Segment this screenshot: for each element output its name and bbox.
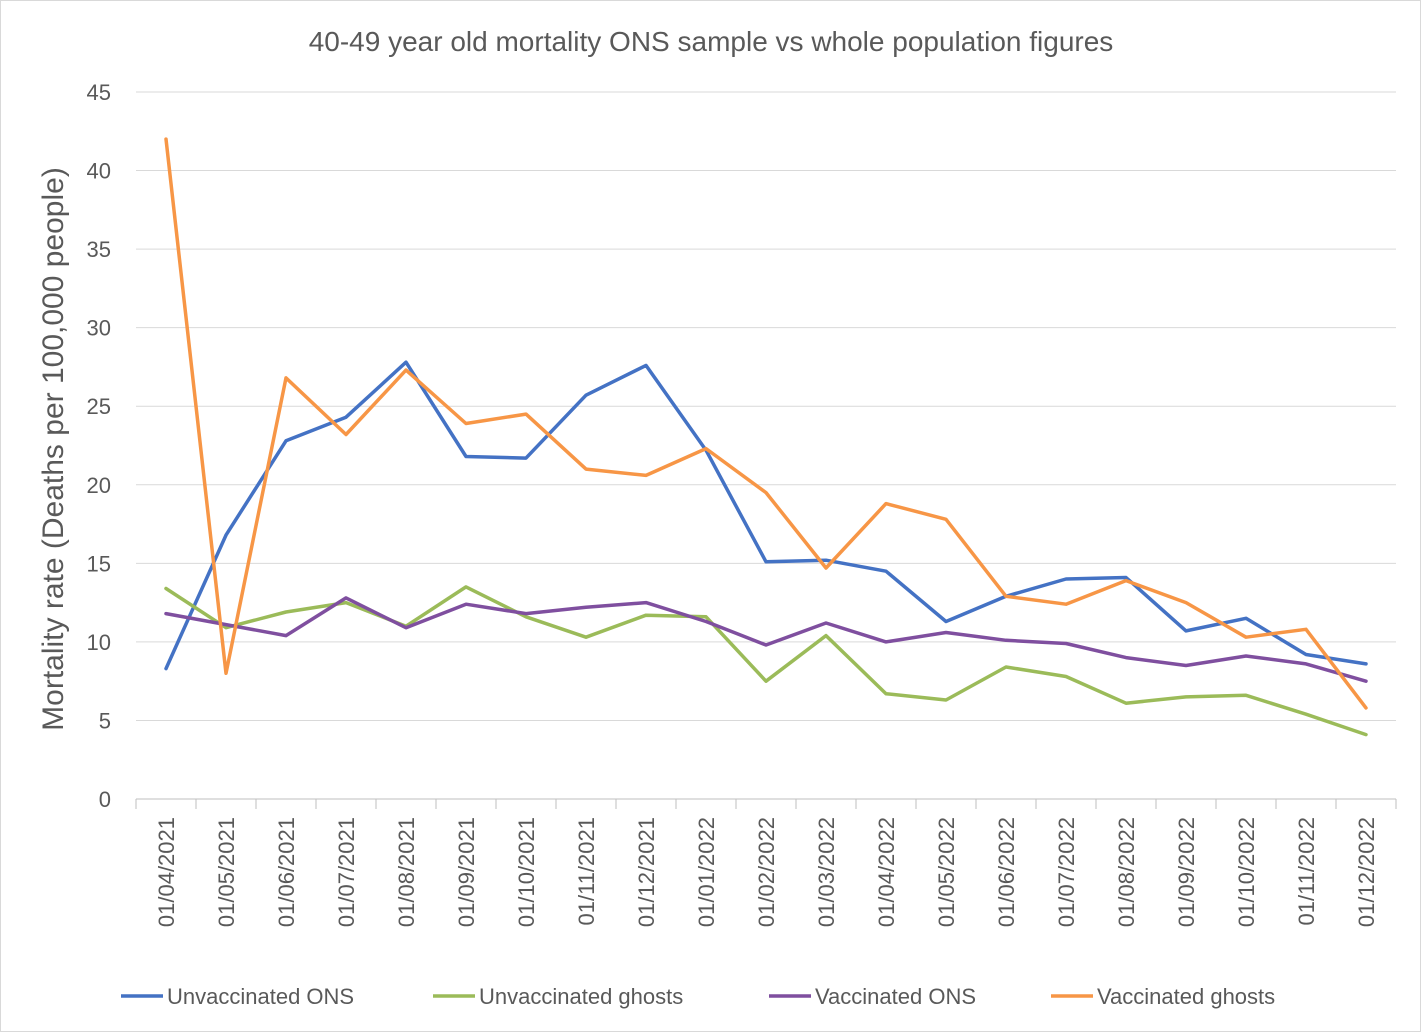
y-axis-label: Mortality rate (Deaths per 100,000 peopl… bbox=[37, 167, 70, 731]
series-line-vaccinated-ghosts bbox=[164, 137, 1368, 710]
y-tick-label: 30 bbox=[87, 316, 111, 341]
y-tick-label: 45 bbox=[87, 80, 111, 105]
x-tick-label: 01/08/2021 bbox=[394, 817, 419, 927]
x-tick-label: 01/11/2022 bbox=[1294, 817, 1319, 925]
legend-label-vaccinated-ons: Vaccinated ONS bbox=[815, 984, 976, 1009]
x-tick-label: 01/11/2021 bbox=[574, 817, 599, 925]
y-tick-label: 20 bbox=[87, 473, 111, 498]
y-axis-ticks: 0 5 10 15 20 25 30 35 40 45 bbox=[87, 80, 111, 812]
y-tick-label: 0 bbox=[99, 787, 111, 812]
series-lines bbox=[164, 137, 1368, 737]
x-tick-label: 01/12/2021 bbox=[634, 817, 659, 927]
x-tick-label: 01/09/2021 bbox=[454, 817, 479, 927]
x-tick-label: 01/10/2021 bbox=[514, 817, 539, 927]
x-tick-label: 01/06/2022 bbox=[994, 817, 1019, 927]
series-line-vaccinated-ons bbox=[164, 596, 1368, 683]
legend-label-unvaccinated-ons: Unvaccinated ONS bbox=[167, 984, 354, 1009]
x-tick-label: 01/12/2022 bbox=[1354, 817, 1379, 927]
y-tick-label: 40 bbox=[87, 159, 111, 184]
x-tick-label: 01/05/2022 bbox=[934, 817, 959, 927]
series-line-unvaccinated-ons bbox=[164, 360, 1368, 671]
y-tick-label: 10 bbox=[87, 630, 111, 655]
legend: Unvaccinated ONS Unvaccinated ghosts Vacci… bbox=[121, 984, 1275, 1009]
x-tick-label: 01/04/2022 bbox=[874, 817, 899, 927]
x-tick-label: 01/01/2022 bbox=[694, 817, 719, 927]
x-tick-label: 01/09/2022 bbox=[1174, 817, 1199, 927]
gridlines bbox=[136, 91, 1396, 721]
x-axis bbox=[135, 798, 1397, 809]
x-tick-label: 01/07/2021 bbox=[334, 817, 359, 927]
x-tick-label: 01/10/2022 bbox=[1234, 817, 1259, 927]
y-tick-label: 15 bbox=[87, 551, 111, 576]
y-tick-label: 35 bbox=[87, 237, 111, 262]
x-tick-label: 01/07/2022 bbox=[1054, 817, 1079, 927]
x-tick-label: 01/03/2022 bbox=[814, 817, 839, 927]
y-tick-label: 25 bbox=[87, 394, 111, 419]
chart-title: 40-49 year old mortality ONS sample vs w… bbox=[309, 26, 1114, 57]
x-tick-label: 01/04/2021 bbox=[154, 817, 179, 927]
y-tick-label: 5 bbox=[99, 708, 111, 733]
x-tick-label: 01/05/2021 bbox=[214, 817, 239, 927]
x-tick-label: 01/08/2022 bbox=[1114, 817, 1139, 927]
x-tick-label: 01/06/2021 bbox=[274, 817, 299, 927]
legend-label-unvaccinated-ghosts: Unvaccinated ghosts bbox=[479, 984, 683, 1009]
x-axis-ticks: 01/04/2021 01/05/2021 01/06/2021 01/07/2021… bbox=[154, 817, 1379, 927]
series-line-unvaccinated-ghosts bbox=[164, 585, 1368, 737]
legend-label-vaccinated-ghosts: Vaccinated ghosts bbox=[1097, 984, 1275, 1009]
x-tick-label: 01/02/2022 bbox=[754, 817, 779, 927]
